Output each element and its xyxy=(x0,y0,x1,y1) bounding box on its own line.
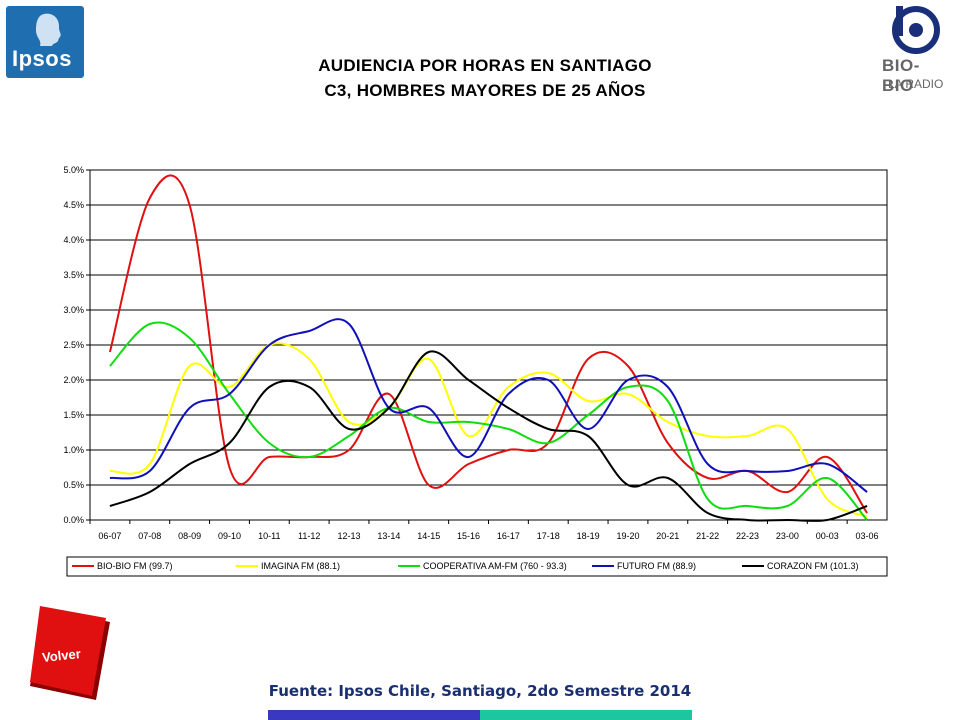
y-tick-label: 3.0% xyxy=(63,305,84,315)
source-note: Fuente: Ipsos Chile, Santiago, 2do Semes… xyxy=(268,682,692,700)
x-tick-label: 16-17 xyxy=(497,531,520,541)
x-tick-label: 06-07 xyxy=(98,531,121,541)
y-tick-label: 2.0% xyxy=(63,375,84,385)
x-tick-label: 18-19 xyxy=(577,531,600,541)
chart-title-line2: C3, HOMBRES MAYORES DE 25 AÑOS xyxy=(324,81,646,100)
x-tick-label: 20-21 xyxy=(656,531,679,541)
legend-label: IMAGINA FM (88.1) xyxy=(261,561,340,571)
y-tick-label: 1.0% xyxy=(63,445,84,455)
y-tick-label: 4.0% xyxy=(63,235,84,245)
y-tick-label: 2.5% xyxy=(63,340,84,350)
x-tick-label: 07-08 xyxy=(138,531,161,541)
x-tick-label: 15-16 xyxy=(457,531,480,541)
y-tick-label: 5.0% xyxy=(63,165,84,175)
face-silhouette-icon xyxy=(36,13,61,46)
legend-label: COOPERATIVA AM-FM (760 - 93.3) xyxy=(423,561,567,571)
footer-bar-teal xyxy=(480,710,692,720)
legend-box xyxy=(66,556,888,577)
y-tick-label: 1.5% xyxy=(63,410,84,420)
ipsos-logo: Ipsos xyxy=(6,6,84,78)
x-tick-label: 13-14 xyxy=(377,531,400,541)
legend-label: BIO-BIO FM (99.7) xyxy=(97,561,173,571)
x-tick-label: 19-20 xyxy=(616,531,639,541)
biobio-logo-subtext: LA RADIO xyxy=(888,77,944,91)
x-tick-label: 09-10 xyxy=(218,531,241,541)
biobio-logo-text: BIO-BIO xyxy=(882,56,920,95)
back-button-shape[interactable] xyxy=(30,606,112,702)
x-tick-label: 11-12 xyxy=(298,531,320,541)
series-line-bio-bio-fm-99-7 xyxy=(108,174,868,514)
y-tick-label: 0.5% xyxy=(63,480,84,490)
legend-label: CORAZON FM (101.3) xyxy=(767,561,859,571)
x-tick-label: 12-13 xyxy=(338,531,361,541)
chart-title-line1: AUDIENCIA POR HORAS EN SANTIAGO xyxy=(318,56,652,75)
y-tick-label: 0.0% xyxy=(63,515,84,525)
x-tick-label: 21-22 xyxy=(696,531,719,541)
x-tick-label: 03-06 xyxy=(856,531,879,541)
ipsos-logo-text: Ipsos xyxy=(12,46,72,71)
series-line-imagina-fm-88-1 xyxy=(109,342,868,518)
biobio-logo: BIO-BIO LA RADIO xyxy=(880,4,950,100)
y-tick-label: 3.5% xyxy=(63,270,84,280)
radio-circle-icon xyxy=(892,6,940,54)
series-line-corazon-fm-101-3 xyxy=(109,350,868,523)
x-tick-label: 23-00 xyxy=(776,531,799,541)
x-tick-label: 17-18 xyxy=(537,531,560,541)
x-tick-label: 10-11 xyxy=(258,531,280,541)
legend-label: FUTURO FM (88.9) xyxy=(617,561,696,571)
y-tick-label: 4.5% xyxy=(63,200,84,210)
x-tick-label: 08-09 xyxy=(178,531,201,541)
x-tick-label: 00-03 xyxy=(816,531,839,541)
series-line-cooperativa-am-fm-760-93-3 xyxy=(109,321,868,521)
x-tick-label: 14-15 xyxy=(417,531,440,541)
x-tick-label: 22-23 xyxy=(736,531,759,541)
footer-bar-blue xyxy=(268,710,480,720)
series-line-futuro-fm-88-9 xyxy=(109,318,868,493)
